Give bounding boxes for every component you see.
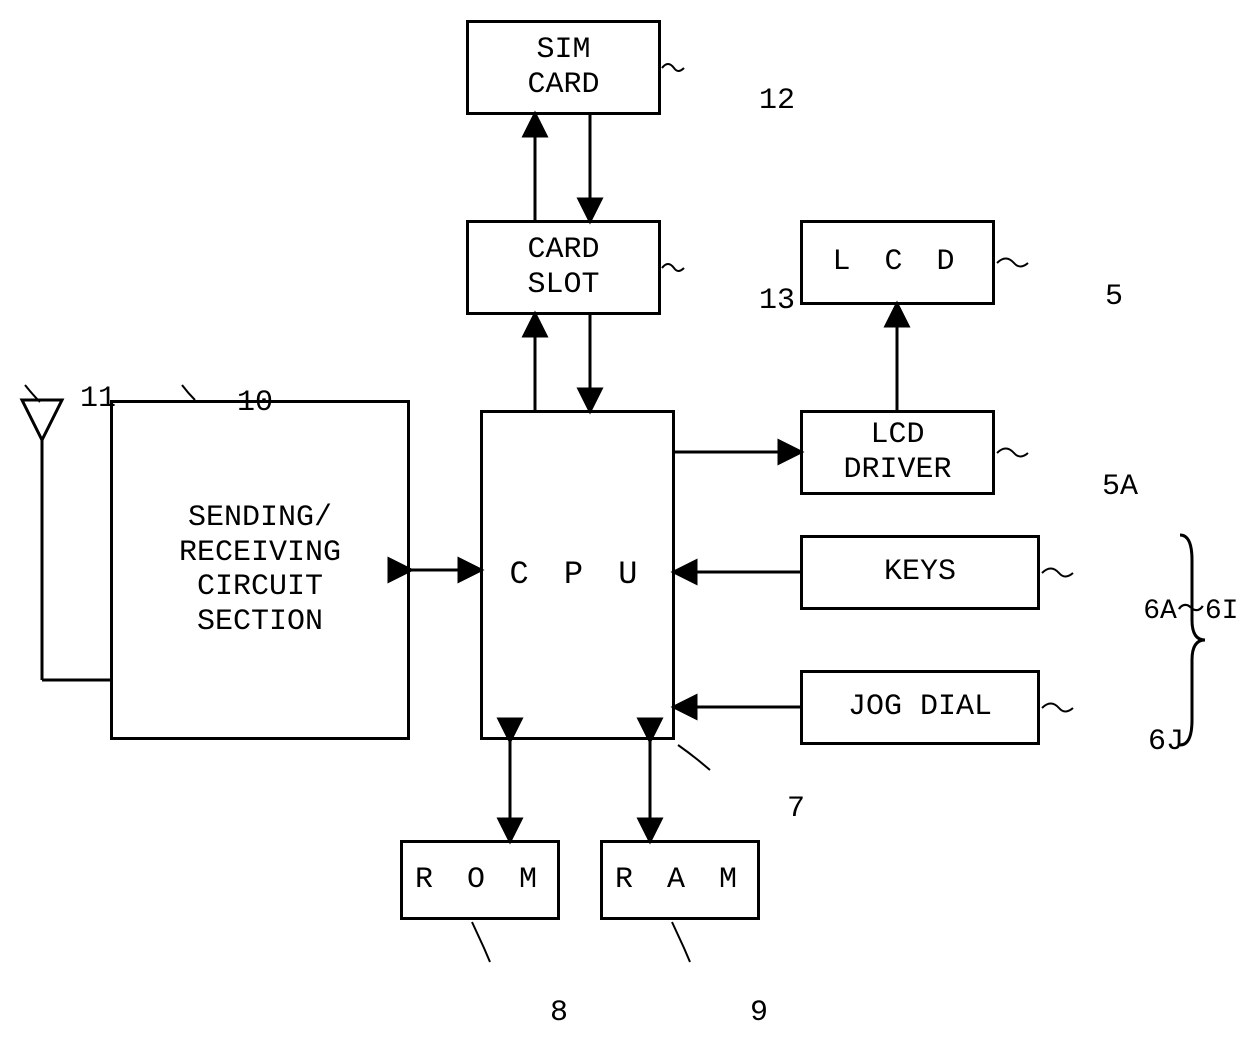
block-jog-dial: JOG DIAL — [800, 670, 1040, 745]
block-label: R A M — [615, 863, 745, 898]
block-cpu: C P U — [480, 410, 675, 740]
block-rom: R O M — [400, 840, 560, 920]
ref-label-7: 7 — [715, 758, 805, 860]
ref-label-5a: 5A — [1030, 436, 1138, 538]
block-keys: KEYS — [800, 535, 1040, 610]
block-label: LCD DRIVER — [843, 418, 951, 487]
block-label: SENDING/ RECEIVING CIRCUIT SECTION — [179, 501, 341, 639]
block-lcd-driver: LCD DRIVER — [800, 410, 995, 495]
ref-label-6: 6 — [1210, 624, 1240, 726]
block-label: KEYS — [884, 555, 956, 590]
ref-label-8: 8 — [478, 962, 568, 1064]
block-label: R O M — [415, 863, 545, 898]
block-label: JOG DIAL — [848, 690, 992, 725]
ref-label-12: 12 — [687, 50, 795, 152]
ref-label-11: 11 — [8, 348, 116, 450]
ref-label-6j: 6J — [1076, 691, 1184, 793]
ref-label-5: 5 — [1033, 246, 1123, 348]
block-card-slot: CARD SLOT — [466, 220, 661, 315]
block-sim-card: SIM CARD — [466, 20, 661, 115]
ref-label-9: 9 — [678, 962, 768, 1064]
ref-label-13: 13 — [687, 250, 795, 352]
block-label: L C D — [832, 245, 962, 280]
block-label: SIM CARD — [527, 33, 599, 102]
diagram-canvas: SIM CARD CARD SLOT L C D LCD DRIVER KEYS… — [0, 0, 1240, 1013]
block-label: CARD SLOT — [527, 233, 599, 302]
block-lcd: L C D — [800, 220, 995, 305]
ref-label-10: 10 — [165, 352, 273, 454]
block-label: C P U — [509, 557, 645, 594]
